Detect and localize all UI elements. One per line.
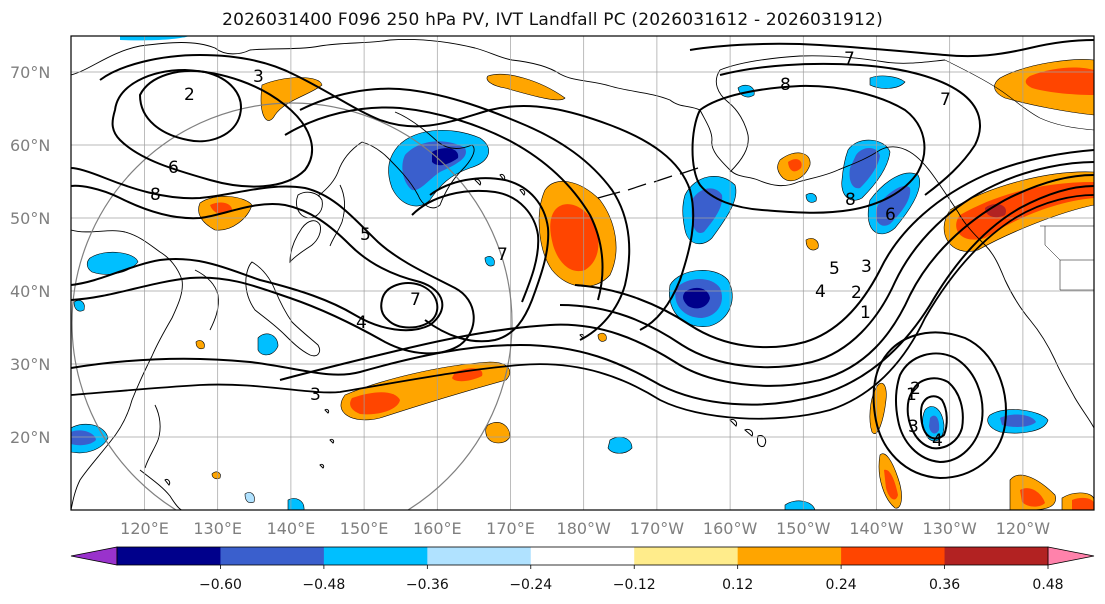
- negative-anomaly-central: [669, 270, 733, 327]
- contour-label: 7: [497, 245, 508, 265]
- colorbar-tick-label: 0.24: [826, 577, 857, 593]
- lon-label: 120°W: [996, 519, 1051, 538]
- latitude-labels: 70°N 60°N 50°N 40°N 30°N 20°N: [10, 63, 50, 447]
- contour-label: 2: [910, 379, 921, 399]
- contour-label: 8: [150, 185, 161, 205]
- lat-label: 30°N: [10, 355, 50, 374]
- pv-contours: [71, 39, 1094, 480]
- lon-label: 130°E: [193, 519, 242, 538]
- pc-shading: [71, 36, 1094, 510]
- colorbar-extend-min: [70, 546, 118, 566]
- lon-label: 170°W: [630, 519, 685, 538]
- contour-label: 6: [885, 205, 896, 225]
- contour-label: 1: [860, 303, 871, 323]
- colorbar-bin: [737, 547, 842, 565]
- colorbar-tick-label: 0.12: [722, 577, 753, 593]
- negative-anomaly-gulf-alaska: [682, 139, 920, 245]
- contour-label: 8: [845, 190, 856, 210]
- pv-contour-labels: 3 2 6 8 7 5 3 4 7 8 7 7 8 6 5 4 3 2 1 1 …: [150, 49, 951, 451]
- contour-label: 7: [940, 90, 951, 110]
- contour-label: 5: [829, 259, 840, 279]
- contour-label: 4: [815, 282, 826, 302]
- lat-label: 50°N: [10, 209, 50, 228]
- colorbar-bin: [944, 547, 1049, 565]
- colorbar-tick-label: 0.48: [1032, 577, 1063, 593]
- positive-anomaly-misc: [195, 59, 1094, 510]
- contour-label: 3: [861, 257, 872, 277]
- contour-label: 7: [410, 290, 421, 310]
- colorbar-bin: [634, 547, 739, 565]
- negative-anomaly-misc: [71, 36, 1049, 510]
- contour-label: 4: [932, 431, 943, 451]
- contour-label: 3: [908, 417, 919, 437]
- lon-label: 130°W: [923, 519, 978, 538]
- colorbar-tick-label: −0.60: [199, 577, 242, 593]
- lon-label: 150°E: [340, 519, 389, 538]
- contour-label: 2: [851, 283, 862, 303]
- lon-label: 140°E: [267, 519, 316, 538]
- map-gridlines: [71, 36, 1094, 510]
- lat-label: 20°N: [10, 428, 50, 447]
- colorbar-tick-label: −0.24: [509, 577, 552, 593]
- lon-label: 170°E: [486, 519, 535, 538]
- colorbar-tick-label: −0.12: [613, 577, 656, 593]
- colorbar-frame: [116, 546, 1049, 566]
- colorbar-bin: [427, 547, 532, 565]
- colorbar-bin: [323, 547, 428, 565]
- map-frame: [70, 35, 1095, 511]
- colorbar-bin: [220, 547, 325, 565]
- lat-label: 60°N: [10, 136, 50, 155]
- contour-label: 3: [310, 385, 321, 405]
- colorbar-bin: [117, 547, 221, 565]
- radius-circle: [71, 102, 513, 510]
- colorbar-bin: [841, 547, 946, 565]
- contour-label: 2: [184, 85, 195, 105]
- lon-label: 140°W: [849, 519, 904, 538]
- contour-label: 7: [844, 49, 855, 69]
- colorbar-tick-label: −0.48: [302, 577, 345, 593]
- colorbar-tick-label: −0.36: [406, 577, 449, 593]
- lon-label: 120°E: [120, 519, 169, 538]
- contour-label: 6: [168, 158, 179, 178]
- colorbar-extend-max: [1047, 546, 1095, 566]
- lon-label: 180°W: [557, 519, 612, 538]
- lat-label: 70°N: [10, 63, 50, 82]
- lon-label: 160°W: [703, 519, 758, 538]
- colorbar-bin: [530, 547, 635, 565]
- contour-label: 3: [253, 67, 264, 87]
- colorbar: −0.60 −0.48 −0.36 −0.24 −0.12 0.12 0.24 0.36 0.4…: [70, 546, 1095, 593]
- contour-label: 5: [360, 225, 371, 245]
- lon-label: 150°W: [776, 519, 831, 538]
- contour-label: 4: [356, 313, 367, 333]
- positive-anomaly-central-pacific: [538, 181, 617, 287]
- map-title: 2026031400 F096 250 hPa PV, IVT Landfall…: [222, 10, 883, 30]
- contour-label: 1: [906, 385, 917, 405]
- lat-label: 40°N: [10, 282, 50, 301]
- positive-anomaly-subtropical-jet: [340, 361, 511, 421]
- colorbar-tick-label: 0.36: [929, 577, 960, 593]
- contour-label: 8: [780, 75, 791, 95]
- longitude-labels: 120°E 130°E 140°E 150°E 160°E 170°E 180°W 170°W…: [120, 519, 1050, 538]
- lon-label: 160°E: [413, 519, 462, 538]
